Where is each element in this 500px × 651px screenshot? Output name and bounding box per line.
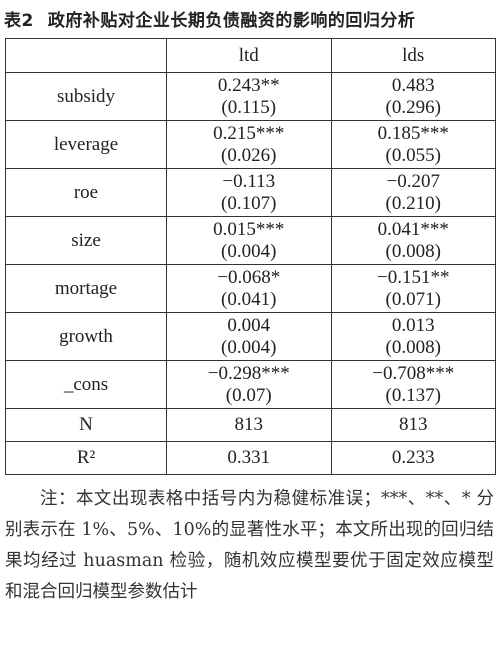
coefficient: 0.215*** bbox=[213, 122, 285, 144]
cell: −0.207 (0.210) bbox=[330, 168, 496, 217]
cell: 0.243** (0.115) bbox=[166, 72, 332, 121]
cell: 0.015*** (0.004) bbox=[166, 216, 332, 265]
cell: −0.298*** (0.07) bbox=[166, 360, 332, 409]
header-row: ltd lds bbox=[5, 38, 496, 73]
note: 注：本文出现表格中括号内为稳健标准误；***、**、* 分别表示在 1%、5%、… bbox=[5, 489, 494, 602]
cell: 813 bbox=[330, 408, 496, 442]
row-label: leverage bbox=[5, 120, 167, 169]
coefficient: −0.708*** bbox=[372, 362, 455, 384]
table-title: 表2 政府补贴对企业长期负债融资的影响的回归分析 bbox=[4, 6, 429, 31]
cell: 0.004 (0.004) bbox=[166, 312, 332, 361]
coefficient: 0.243** bbox=[217, 74, 280, 96]
cell: 0.185*** (0.055) bbox=[330, 120, 496, 169]
std-error: (0.137) bbox=[385, 384, 441, 406]
coefficient: −0.068* bbox=[217, 266, 281, 288]
header-cell: lds bbox=[330, 38, 496, 73]
row-label: R² bbox=[5, 441, 167, 475]
std-error: (0.107) bbox=[221, 192, 277, 214]
table-row: R² 0.331 0.233 bbox=[5, 441, 496, 475]
row-label: size bbox=[5, 216, 167, 265]
coefficient: 0.331 bbox=[227, 447, 271, 468]
std-error: (0.008) bbox=[385, 240, 441, 262]
row-label: N bbox=[5, 408, 167, 442]
row-label: subsidy bbox=[5, 72, 167, 121]
coefficient: −0.151** bbox=[377, 266, 450, 288]
coefficient: 0.233 bbox=[391, 447, 435, 468]
std-error: (0.071) bbox=[385, 288, 441, 310]
table-row: size 0.015*** (0.004) 0.041*** (0.008) bbox=[5, 216, 496, 265]
table-row: leverage 0.215*** (0.026) 0.185*** (0.055) bbox=[5, 120, 496, 169]
coefficient: 0.041*** bbox=[377, 218, 449, 240]
table-row: N 813 813 bbox=[5, 408, 496, 442]
table-row: growth 0.004 (0.004) 0.013 (0.008) bbox=[5, 312, 496, 361]
cell: −0.151** (0.071) bbox=[330, 264, 496, 313]
std-error: (0.004) bbox=[221, 336, 277, 358]
std-error: (0.115) bbox=[221, 96, 277, 118]
cell: −0.708*** (0.137) bbox=[330, 360, 496, 409]
title-text: 政府补贴对企业长期负债融资的影响的回归分析 bbox=[47, 11, 416, 31]
std-error: (0.026) bbox=[221, 144, 277, 166]
coefficient: 0.185*** bbox=[377, 122, 449, 144]
coefficient: 0.013 bbox=[391, 314, 435, 336]
std-error: (0.008) bbox=[385, 336, 441, 358]
std-error: (0.210) bbox=[385, 192, 441, 214]
table-row: roe −0.113 (0.107) −0.207 (0.210) bbox=[5, 168, 496, 217]
table-row: _cons −0.298*** (0.07) −0.708*** (0.137) bbox=[5, 360, 496, 409]
row-label: roe bbox=[5, 168, 167, 217]
row-label: _cons bbox=[5, 360, 167, 409]
row-label: growth bbox=[5, 312, 167, 361]
std-error: (0.041) bbox=[221, 288, 277, 310]
row-label: mortage bbox=[5, 264, 167, 313]
cell: 0.233 bbox=[330, 441, 496, 475]
cell: 0.041*** (0.008) bbox=[330, 216, 496, 265]
coefficient: 813 bbox=[234, 414, 264, 435]
std-error: (0.07) bbox=[225, 384, 272, 406]
cell: 0.483 (0.296) bbox=[330, 72, 496, 121]
coefficient: 0.483 bbox=[391, 74, 435, 96]
cell: 0.013 (0.008) bbox=[330, 312, 496, 361]
std-error: (0.296) bbox=[385, 96, 441, 118]
cell: −0.113 (0.107) bbox=[166, 168, 332, 217]
coefficient: 0.015*** bbox=[213, 218, 285, 240]
std-error: (0.004) bbox=[221, 240, 277, 262]
cell: 813 bbox=[166, 408, 332, 442]
table: ltd lds subsidy 0.243** (0.115) 0.483 (0.296) l… bbox=[5, 38, 496, 475]
cell: −0.068* (0.041) bbox=[166, 264, 332, 313]
table-label: 表2 bbox=[4, 11, 34, 31]
header-cell: ltd bbox=[166, 38, 332, 73]
coefficient: −0.207 bbox=[386, 170, 440, 192]
header-cell bbox=[5, 38, 167, 73]
coefficient: −0.298*** bbox=[207, 362, 290, 384]
coefficient: −0.113 bbox=[222, 170, 276, 192]
table-row: subsidy 0.243** (0.115) 0.483 (0.296) bbox=[5, 72, 496, 121]
coefficient: 813 bbox=[399, 414, 428, 435]
table-row: mortage −0.068* (0.041) −0.151** (0.071) bbox=[5, 264, 496, 313]
cell: 0.331 bbox=[166, 441, 332, 475]
coefficient: 0.004 bbox=[227, 314, 271, 336]
cell: 0.215*** (0.026) bbox=[166, 120, 332, 169]
std-error: (0.055) bbox=[385, 144, 441, 166]
